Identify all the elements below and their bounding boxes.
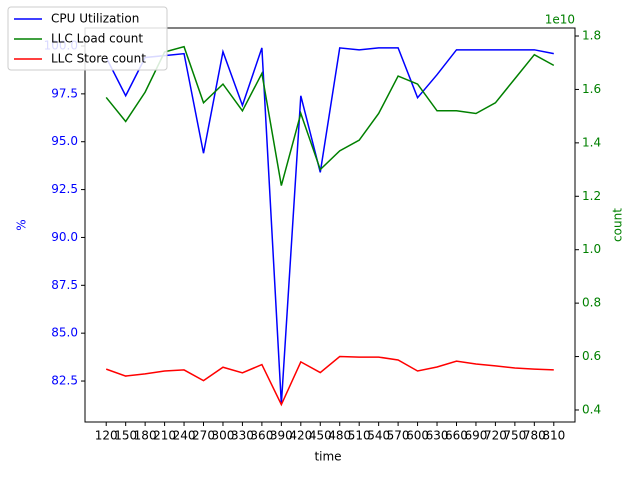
x-tick-label: 540: [367, 429, 390, 443]
legend-label: LLC Load count: [51, 32, 143, 46]
x-tick-label: 150: [114, 429, 137, 443]
x-tick-label: 510: [348, 429, 371, 443]
legend-box: [7, 6, 168, 71]
x-tick-label: 360: [250, 429, 273, 443]
y2-tick-label: 1.4: [582, 135, 601, 149]
x-tick-label: 780: [523, 429, 546, 443]
x-tick-label: 690: [464, 429, 487, 443]
y2-tick-label: 1.8: [582, 29, 601, 43]
y-tick-label: 95.0: [51, 134, 78, 148]
plot-frame: [84, 27, 576, 423]
x-tick-label: 600: [406, 429, 429, 443]
y-tick-label: 82.5: [51, 374, 78, 388]
x-tick-label: 180: [134, 429, 157, 443]
y-tick-label: 87.5: [51, 278, 78, 292]
x-tick-label: 630: [426, 429, 449, 443]
x-tick-label: 660: [445, 429, 468, 443]
x-tick-label: 720: [484, 429, 507, 443]
x-axis-label: time: [314, 450, 341, 464]
x-tick-label: 240: [173, 429, 196, 443]
y2-tick-label: 1.0: [582, 242, 601, 256]
x-tick-label: 270: [192, 429, 215, 443]
x-tick-label: 210: [153, 429, 176, 443]
x-tick-label: 300: [212, 429, 235, 443]
y-tick-label: 85.0: [51, 326, 78, 340]
y2-tick-label: 1.2: [582, 189, 601, 203]
x-tick-label: 810: [542, 429, 565, 443]
x-tick-label: 570: [387, 429, 410, 443]
x-tick-label: 420: [289, 429, 312, 443]
x-tick-label: 120: [95, 429, 118, 443]
y-tick-label: 90.0: [51, 230, 78, 244]
y2-tick-label: 1.6: [582, 82, 601, 96]
series-line: [105, 355, 554, 407]
y2-tick-label: 0.4: [582, 402, 601, 416]
y2-axis-label: count: [611, 208, 625, 242]
y2-tick-label: 0.8: [582, 296, 601, 310]
y-tick-label: 92.5: [51, 182, 78, 196]
legend-label: LLC Store count: [51, 52, 146, 66]
x-tick-label: 480: [328, 429, 351, 443]
x-tick-label: 450: [309, 429, 332, 443]
y-axis-label: %: [15, 219, 29, 230]
x-tick-label: 750: [503, 429, 526, 443]
y2-offset-label: 1e10: [545, 13, 575, 27]
legend-label: CPU Utilization: [51, 12, 139, 26]
y2-tick-label: 0.6: [582, 349, 601, 363]
x-tick-label: 330: [231, 429, 254, 443]
x-tick-label: 390: [270, 429, 293, 443]
series-line: [105, 45, 555, 186]
series-line: [105, 47, 554, 405]
y-tick-label: 97.5: [51, 86, 78, 100]
